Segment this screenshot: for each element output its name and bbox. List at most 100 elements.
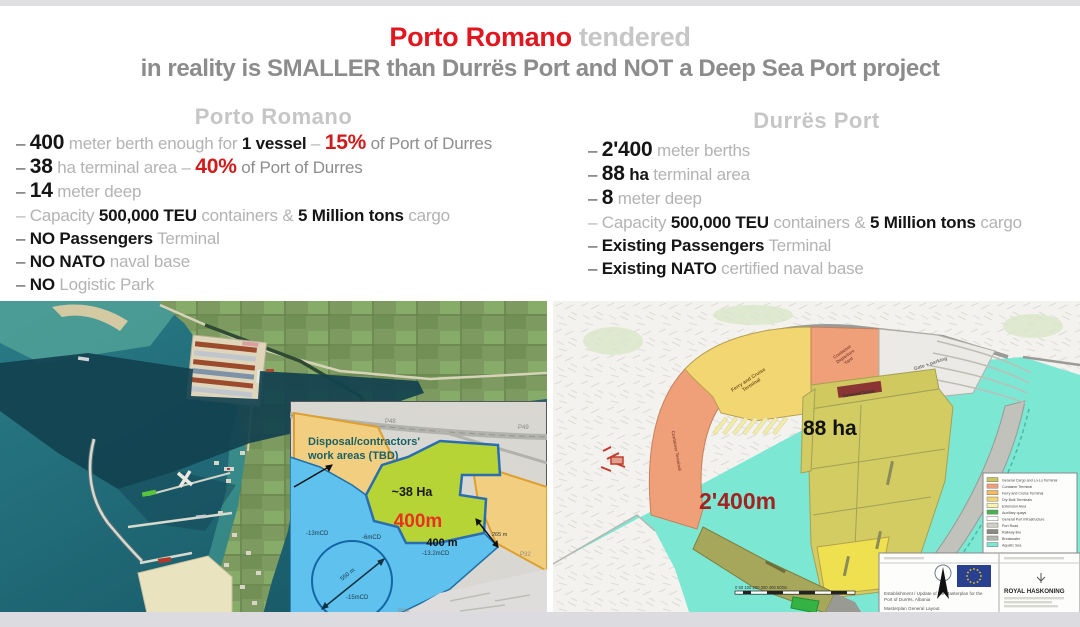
text-segment: – [588, 212, 602, 232]
eu-flag-icon [957, 565, 991, 587]
bullet-item: – Existing NATO certified naval base [588, 257, 1080, 280]
text-segment: NO [29, 275, 55, 295]
title-block-text: Establishment / Update of the Masterplan… [884, 591, 983, 611]
shoreline [553, 514, 656, 565]
text-segment: 5 Million tons [298, 205, 404, 225]
bullet-item: – Existing Passengers Terminal [588, 234, 1080, 257]
bullet-item: – 2'400 meter berths [588, 138, 1080, 162]
svg-text:work areas (TBD): work areas (TBD) [307, 450, 399, 462]
outer-spit [1022, 355, 1080, 367]
top-margin [0, 0, 1080, 6]
text-segment: of Port of Durres [366, 134, 493, 153]
eu-flag-stars [966, 568, 982, 584]
bullet-item: – Capacity 500,000 TEU containers & 5 Mi… [588, 211, 1080, 234]
ship [77, 356, 90, 362]
reclaimed-beach [137, 555, 233, 618]
svg-text:Yard: Yard [843, 356, 854, 366]
svg-text:-13.2mCD: -13.2mCD [422, 551, 450, 557]
shallow-water [188, 409, 246, 618]
extension-finger-piers [712, 416, 789, 436]
svg-text:Cement/Clinker: Cement/Clinker [842, 388, 876, 398]
text-segment: of Port of Durres [236, 158, 363, 178]
text-segment: 1 vessel [241, 134, 307, 153]
text-segment: – [16, 205, 30, 225]
slide: Porto Romano tendered in reality is SMAL… [0, 6, 1080, 624]
svg-text:Masterplan General Layout: Masterplan General Layout [884, 606, 940, 611]
text-segment: NO NATO [29, 252, 106, 272]
svg-text:Container Terminal: Container Terminal [670, 430, 682, 471]
parcel-label: P49 [518, 425, 529, 431]
svg-text:Aquatic Sea: Aquatic Sea [1002, 544, 1021, 548]
text-segment: 8 [601, 186, 614, 210]
north-arrow-icon [937, 567, 949, 599]
text-segment: Existing Passengers [601, 235, 765, 255]
svg-text:General Port Infrastructure: General Port Infrastructure [1002, 518, 1045, 522]
disposal-area-east [470, 461, 547, 573]
parcel-label: P48 [385, 419, 396, 425]
text-segment: meter berths [652, 141, 751, 160]
terminal-area-38ha [364, 439, 502, 545]
svg-text:Establishment / Update of the: Establishment / Update of the Masterplan… [884, 591, 983, 596]
text-segment: containers & [196, 205, 298, 225]
dimension-arrow-550 [321, 558, 385, 610]
blur-label-marks [765, 461, 894, 577]
porto-romano-bullet-list: – 400 meter berth enough for 1 vessel – … [16, 131, 547, 296]
bullet-item: – Capacity 500,000 TEU containers & 5 Mi… [16, 204, 547, 227]
svg-text:Railway line: Railway line [1002, 531, 1021, 535]
porto-romano-plan-inset: P48 P49 P32 Disposal/contractors' work a… [290, 401, 547, 624]
title-suffix: tendered [571, 22, 691, 52]
text-segment: – [16, 275, 30, 295]
text-segment: – [588, 235, 602, 255]
text-segment: Terminal [152, 228, 220, 248]
text-segment: 14 [29, 179, 53, 203]
text-segment: Capacity [29, 205, 99, 225]
text-segment: naval base [105, 252, 190, 272]
text-segment: Logistic Park [54, 275, 155, 295]
text-segment: 40% [195, 155, 237, 179]
slide-title: Porto Romano tendered [0, 22, 1080, 53]
legend: General Cargo and Lo-Lo Terminal Contain… [982, 472, 1078, 554]
blur-text-bars [884, 557, 1064, 608]
svg-text:Container Terminal: Container Terminal [1002, 485, 1032, 489]
text-segment: – [16, 134, 30, 153]
text-segment: ha [624, 165, 649, 185]
text-segment: 15% [324, 131, 367, 154]
turning-basin [311, 540, 393, 622]
text-segment: 500,000 TEU [670, 212, 769, 232]
bullet-item: – NO Passengers Terminal [16, 227, 547, 250]
text-segment: – [588, 259, 602, 279]
text-segment: ha terminal area [52, 158, 182, 178]
village [214, 451, 261, 605]
bullet-item: – 88 ha terminal area [588, 162, 1080, 186]
svg-text:Port Road: Port Road [1002, 524, 1018, 528]
svg-text:General Cargo and Lo-Lo Termin: General Cargo and Lo-Lo Terminal [1002, 479, 1057, 483]
old-city-wall-marks [600, 446, 626, 472]
text-segment: 2'400 [601, 138, 653, 161]
durres-port-bullet-list: – 2'400 meter berths – 88 ha terminal ar… [588, 138, 1080, 280]
text-segment: 500,000 TEU [98, 205, 197, 225]
bullet-item: – 400 meter berth enough for 1 vessel – … [16, 131, 547, 155]
dimension-arrow-265 [475, 518, 499, 548]
text-segment: meter deep [613, 189, 702, 209]
porto-romano-heading: Porto Romano [194, 104, 353, 129]
text-segment: – [16, 252, 30, 272]
text-segment: cargo [975, 212, 1022, 232]
svg-text:-15mCD: -15mCD [346, 595, 369, 601]
text-segment: – [16, 182, 30, 202]
svg-text:Breakwater: Breakwater [1002, 537, 1021, 541]
text-segment: meter berth enough for [64, 134, 242, 153]
breakwaters-and-jetties [87, 438, 233, 565]
bullet-item: – NO Logistic Park [16, 273, 547, 296]
text-segment: 5 Million tons [870, 212, 976, 232]
svg-text:Ferry and Cruise Terminal: Ferry and Cruise Terminal [1002, 492, 1043, 496]
bottom-margin [0, 612, 1080, 627]
container-terminal [185, 334, 268, 407]
text-segment: – [588, 165, 602, 185]
text-segment: – [588, 141, 602, 160]
central-pier [800, 388, 816, 474]
port-structures [600, 324, 1032, 615]
harbour-ships [141, 467, 234, 564]
text-segment: 38 [29, 155, 53, 179]
title-block: Establishment / Update of the Masterplan… [878, 552, 1080, 616]
